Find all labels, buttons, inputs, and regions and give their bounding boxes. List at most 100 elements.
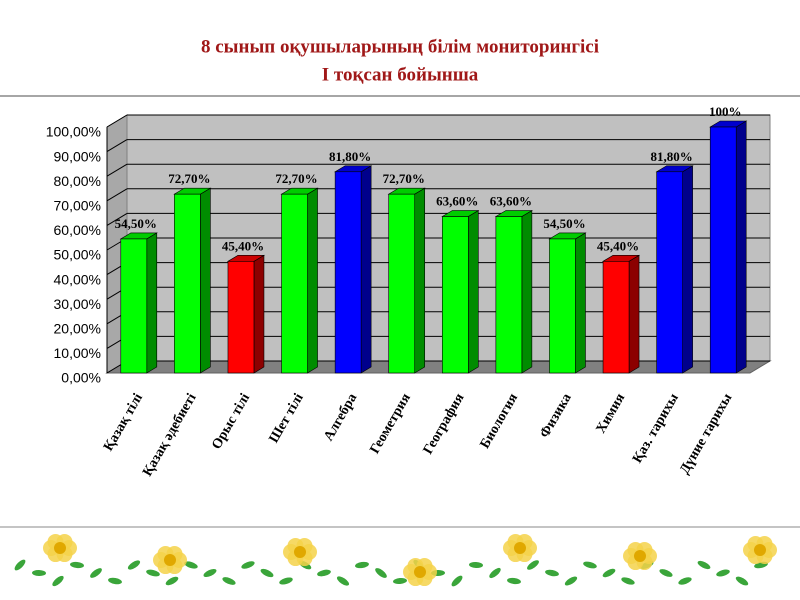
leaf xyxy=(469,561,483,569)
y-tick-label: 70,00% xyxy=(54,198,101,214)
leaf xyxy=(393,577,407,585)
leaf xyxy=(260,568,274,578)
grid-line-side xyxy=(106,188,128,202)
y-tick-label: 10,00% xyxy=(54,345,101,361)
bar xyxy=(602,261,630,374)
y-tick-label: 20,00% xyxy=(54,321,101,337)
x-tick-label: Биология xyxy=(478,391,522,452)
leaf xyxy=(489,567,501,579)
leaf xyxy=(564,576,578,586)
bar xyxy=(227,261,255,374)
value-label: 63,60% xyxy=(436,194,478,209)
flower-border xyxy=(14,533,777,587)
leaf xyxy=(52,575,64,587)
leaf xyxy=(545,569,559,577)
leaf xyxy=(451,575,463,587)
leaf xyxy=(108,577,122,585)
value-label: 63,60% xyxy=(490,194,532,209)
grid-line-side xyxy=(106,163,128,177)
bar-side xyxy=(735,120,747,374)
leaf xyxy=(507,577,521,585)
x-tick-label: География xyxy=(421,391,468,457)
bar xyxy=(174,193,201,374)
leaf xyxy=(90,568,102,578)
leaf xyxy=(697,560,711,570)
grid-line-side xyxy=(106,212,128,226)
leaf xyxy=(14,559,26,571)
leaf xyxy=(317,569,331,577)
y-tick-label: 40,00% xyxy=(54,271,101,287)
leaf xyxy=(659,569,673,577)
grid-line-side xyxy=(106,139,128,153)
leaf xyxy=(241,561,255,569)
bar-side xyxy=(575,232,586,374)
bar xyxy=(441,216,469,374)
flower-center xyxy=(514,542,526,554)
value-label: 45,40% xyxy=(597,238,639,253)
value-label: 72,70% xyxy=(168,171,210,186)
leaf xyxy=(355,561,369,569)
leaf xyxy=(621,577,635,585)
bar xyxy=(656,171,683,374)
chart: 0,00% 10,00% 20,00% 30,00% 40,00% 50,00% 60,00… xyxy=(46,104,772,479)
y-tick-label: 0,00% xyxy=(61,370,101,386)
x-tick-label: Қаз. тарихы xyxy=(630,391,682,466)
y-tick-label: 60,00% xyxy=(54,222,101,238)
x-tick-label: Физика xyxy=(537,391,574,441)
leaf xyxy=(678,577,692,585)
flower-center xyxy=(164,554,176,566)
leaf xyxy=(375,568,387,578)
leaf xyxy=(583,561,597,569)
leaf xyxy=(127,560,141,570)
y-tick-label: 90,00% xyxy=(54,148,101,164)
y-tick-label: 30,00% xyxy=(54,296,101,312)
value-label: 72,70% xyxy=(383,171,425,186)
bar xyxy=(709,126,737,374)
flower-center xyxy=(414,566,426,578)
leaf xyxy=(336,576,350,586)
bar xyxy=(388,193,416,374)
leaf xyxy=(527,560,539,570)
bar-side xyxy=(253,254,265,374)
y-tick-label: 50,00% xyxy=(54,247,101,263)
bar-side xyxy=(521,210,533,374)
chart-subtitle: І тоқсан бойынша xyxy=(322,64,479,85)
leaf xyxy=(203,568,217,578)
y-tick-label: 80,00% xyxy=(54,173,101,189)
bar xyxy=(549,238,576,374)
chart-title: 8 сынып оқушыларының білім мониторингісі xyxy=(201,36,599,57)
bar-side xyxy=(414,187,426,374)
bar xyxy=(120,238,148,374)
leaf xyxy=(735,576,749,586)
leaf xyxy=(716,569,730,577)
flower-center xyxy=(294,546,306,558)
bar-side xyxy=(628,254,640,374)
value-label: 54,50% xyxy=(543,216,585,231)
value-label: 54,50% xyxy=(115,216,157,231)
x-tick-label: Шет тілі xyxy=(267,391,307,446)
x-tick-label: Химия xyxy=(594,391,629,436)
bar-side xyxy=(146,232,158,374)
bar-side xyxy=(682,165,693,374)
bar-side xyxy=(200,187,211,374)
bar-side xyxy=(467,210,479,374)
leaf xyxy=(70,561,84,569)
flower-center xyxy=(54,542,66,554)
leaf xyxy=(146,569,160,577)
bar-side xyxy=(360,165,372,374)
leaf xyxy=(222,577,236,585)
bar-side xyxy=(307,187,318,374)
value-label: 72,70% xyxy=(275,171,317,186)
bar xyxy=(334,171,362,374)
value-label: 45,40% xyxy=(222,238,264,253)
x-tick-label: Қазақ әдебиеті xyxy=(140,391,199,479)
value-label: 81,80% xyxy=(651,149,693,164)
value-label: 81,80% xyxy=(329,149,371,164)
leaf xyxy=(165,576,179,586)
leaf xyxy=(184,561,198,569)
bar xyxy=(495,216,523,374)
bar xyxy=(281,193,308,374)
flower-center xyxy=(634,550,646,562)
grid-line-side xyxy=(106,114,128,128)
